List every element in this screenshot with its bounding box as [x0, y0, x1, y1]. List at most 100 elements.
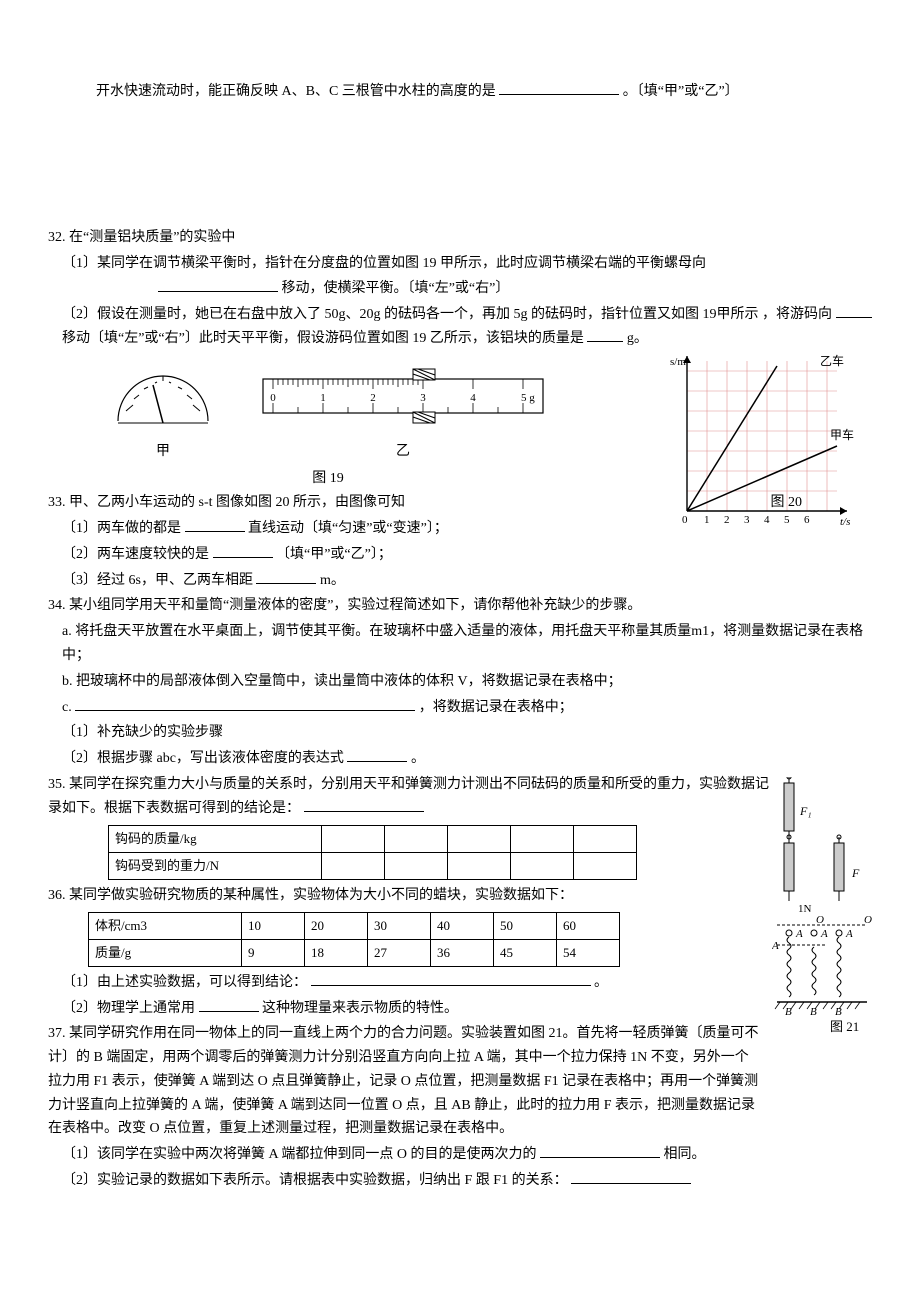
q32-blank1[interactable] [158, 277, 278, 292]
fig19-group: 甲 [108, 361, 548, 491]
q33-p1a: 〔1〕两车做的都是 [62, 521, 181, 536]
q36-r5: 45 [494, 939, 557, 966]
svg-text:A: A [795, 928, 803, 940]
q34-blank2[interactable] [347, 747, 407, 762]
q36-h6: 60 [557, 912, 620, 939]
svg-text:1N: 1N [798, 903, 812, 915]
q31-text-a: 开水快速流动时，能正确反映 A、B、C 三根管中水柱的高度的是 [96, 84, 496, 99]
q36-h4: 40 [431, 912, 494, 939]
q36-h1: 10 [242, 912, 305, 939]
q33-p2b: 〔填“甲”或“乙”〕； [276, 547, 392, 562]
q34-p2a: 〔2〕根据步骤 abc，写出该液体密度的表达式 [62, 751, 344, 766]
fig19-label-b: 乙 [258, 440, 548, 464]
fig21-top: F₁ F 1N O O A [772, 777, 872, 1046]
q35-blank[interactable] [304, 797, 424, 812]
q33-p1: 〔1〕两车做的都是 直线运动〔填“匀速”或“变速”〕； [48, 517, 872, 541]
q31-blank[interactable] [499, 80, 619, 95]
q32-p2c: g。 [627, 331, 648, 346]
q36-title: 36. 某同学做实验研究物质的某种属性，实验物体为大小不同的蜡块，实验数据如下： [48, 884, 872, 908]
q36-r4: 36 [431, 939, 494, 966]
q32-p1: 〔1〕某同学在调节横梁平衡时，指针在分度盘的位置如图 19 甲所示，此时应调节横… [48, 252, 872, 276]
svg-text:5 g: 5 g [521, 392, 535, 404]
q35-block: F₁ F 1N O O A [48, 773, 872, 1195]
q37-blank2[interactable] [571, 1169, 691, 1184]
q36-r6: 54 [557, 939, 620, 966]
q37-p2: 〔2〕实验记录的数据如下表所示。请根据表中实验数据，归纳出 F 跟 F1 的关系… [48, 1169, 872, 1193]
q32-title: 32. 在“测量铝块质量”的实验中 [48, 226, 872, 250]
q33-block: 33. 甲、乙两小车运动的 s-t 图像如图 20 所示，由图像可知 图 20 … [48, 491, 872, 592]
svg-text:A: A [820, 928, 828, 940]
q32-p2: 〔2〕假设在测量时，她已在右盘中放入了 50g、20g 的砝码各一个，再加 5g… [48, 303, 872, 351]
fig20-caption: 图 20 [771, 491, 803, 515]
fig19-caption: 图 19 [312, 467, 344, 491]
q34-title: 34. 某小组同学用天平和量筒“测量液体的密度”，实验过程简述如下，请你帮他补充… [48, 594, 872, 618]
dial-icon [108, 361, 218, 431]
q32-blank2[interactable] [836, 303, 872, 318]
table-row: 钩码受到的重力/N [109, 852, 637, 879]
q36-r3: 27 [368, 939, 431, 966]
q33-p2a: 〔2〕两车速度较快的是 [62, 547, 209, 562]
q32-p1b: 移动，使横梁平衡。〔填“左”或“右”〕 [282, 281, 510, 296]
svg-text:乙车: 乙车 [820, 353, 844, 368]
q36-table: 体积/cm3 10 20 30 40 50 60 质量/g 9 18 27 36… [88, 912, 620, 967]
q33-p2: 〔2〕两车速度较快的是 〔填“甲”或“乙”〕； [48, 543, 872, 567]
fig19-dial: 甲 [108, 361, 218, 464]
q37-p1a: 〔1〕该同学在实验中两次将弹簧 A 端都拉伸到同一点 O 的目的是使两次力的 [62, 1147, 536, 1162]
q36-p2a: 〔2〕物理学上通常用 [62, 1001, 195, 1016]
q33-p3: 〔3〕经过 6s，甲、乙两车相距 m。 [48, 569, 872, 593]
q34-p1: 〔1〕补充缺少的实验步骤 [48, 721, 872, 745]
q36-h2: 20 [305, 912, 368, 939]
q34-p2b: 。 [411, 751, 425, 766]
q37-p1: 〔1〕该同学在实验中两次将弹簧 A 端都拉伸到同一点 O 的目的是使两次力的 相… [48, 1143, 872, 1167]
q37-blank1[interactable] [540, 1143, 660, 1158]
svg-text:0: 0 [270, 392, 276, 404]
q33-title: 33. 甲、乙两小车运动的 s-t 图像如图 20 所示，由图像可知 图 20 [48, 491, 872, 515]
q35-r1: 钩码的质量/kg [109, 825, 322, 852]
q36-p1a: 〔1〕由上述实验数据，可以得到结论： [62, 975, 307, 990]
q36-h0: 体积/cm3 [89, 912, 242, 939]
q34-c-tail: ，将数据记录在表格中； [419, 700, 573, 715]
q36-p1b: 。 [594, 975, 608, 990]
q33-blank3[interactable] [256, 569, 316, 584]
q33-p1b: 直线运动〔填“匀速”或“变速”〕； [248, 521, 448, 536]
svg-text:B: B [810, 1006, 817, 1018]
table-row: 质量/g 9 18 27 36 45 54 [89, 939, 620, 966]
q33-title-text: 33. 甲、乙两小车运动的 s-t 图像如图 20 所示，由图像可知 [48, 495, 405, 510]
svg-text:甲车: 甲车 [830, 427, 854, 442]
spring-gauges-icon: F₁ F 1N O O A [772, 777, 872, 1037]
fig19-ruler: 0 1 2 3 4 5 g 乙 [258, 361, 548, 464]
q34-b: b. 把玻璃杯中的局部液体倒入空量筒中，读出量筒中液体的体积 V，将数据记录在表… [48, 670, 872, 694]
q31-tail: 开水快速流动时，能正确反映 A、B、C 三根管中水柱的高度的是 。〔填“甲”或“… [48, 80, 872, 104]
q36-p1: 〔1〕由上述实验数据，可以得到结论： 。 [48, 971, 872, 995]
table-row: 钩码的质量/kg [109, 825, 637, 852]
svg-text:3: 3 [420, 392, 426, 404]
ruler-icon: 0 1 2 3 4 5 g [258, 361, 548, 431]
q32-p1-line2: 移动，使横梁平衡。〔填“左”或“右”〕 [48, 277, 872, 301]
svg-text:F₁: F₁ [799, 804, 812, 818]
svg-text:O: O [864, 914, 872, 926]
q36-blank2[interactable] [199, 997, 259, 1012]
svg-text:s/m: s/m [670, 356, 686, 368]
table-row: 体积/cm3 10 20 30 40 50 60 [89, 912, 620, 939]
q33-blank1[interactable] [185, 517, 245, 532]
q36-blank1[interactable] [311, 971, 591, 986]
q33-p3a: 〔3〕经过 6s，甲、乙两车相距 [62, 573, 253, 588]
q35-table: 钩码的质量/kg 钩码受到的重力/N [108, 825, 637, 880]
q33-blank2[interactable] [213, 543, 273, 558]
svg-text:4: 4 [470, 392, 476, 404]
q36-r1: 9 [242, 939, 305, 966]
svg-text:B: B [785, 1006, 792, 1018]
q36-r2: 18 [305, 939, 368, 966]
q36-p2: 〔2〕物理学上通常用 这种物理量来表示物质的特性。 [48, 997, 872, 1021]
svg-text:A: A [772, 940, 779, 952]
svg-text:1: 1 [320, 392, 326, 404]
q34-a: a. 将托盘天平放置在水平桌面上，调节使其平衡。在玻璃杯中盛入适量的液体，用托盘… [48, 620, 872, 668]
figure-row-19-20: 甲 [48, 361, 872, 491]
svg-text:B: B [835, 1006, 842, 1018]
fig19-label-a: 甲 [108, 440, 218, 464]
q31-text-b: 。〔填“甲”或“乙”〕 [623, 84, 739, 99]
q37-p1b: 相同。 [663, 1147, 705, 1162]
q32-blank3[interactable] [587, 327, 623, 342]
q34-blank1[interactable] [75, 696, 415, 711]
q33-p3b: m。 [320, 573, 345, 588]
